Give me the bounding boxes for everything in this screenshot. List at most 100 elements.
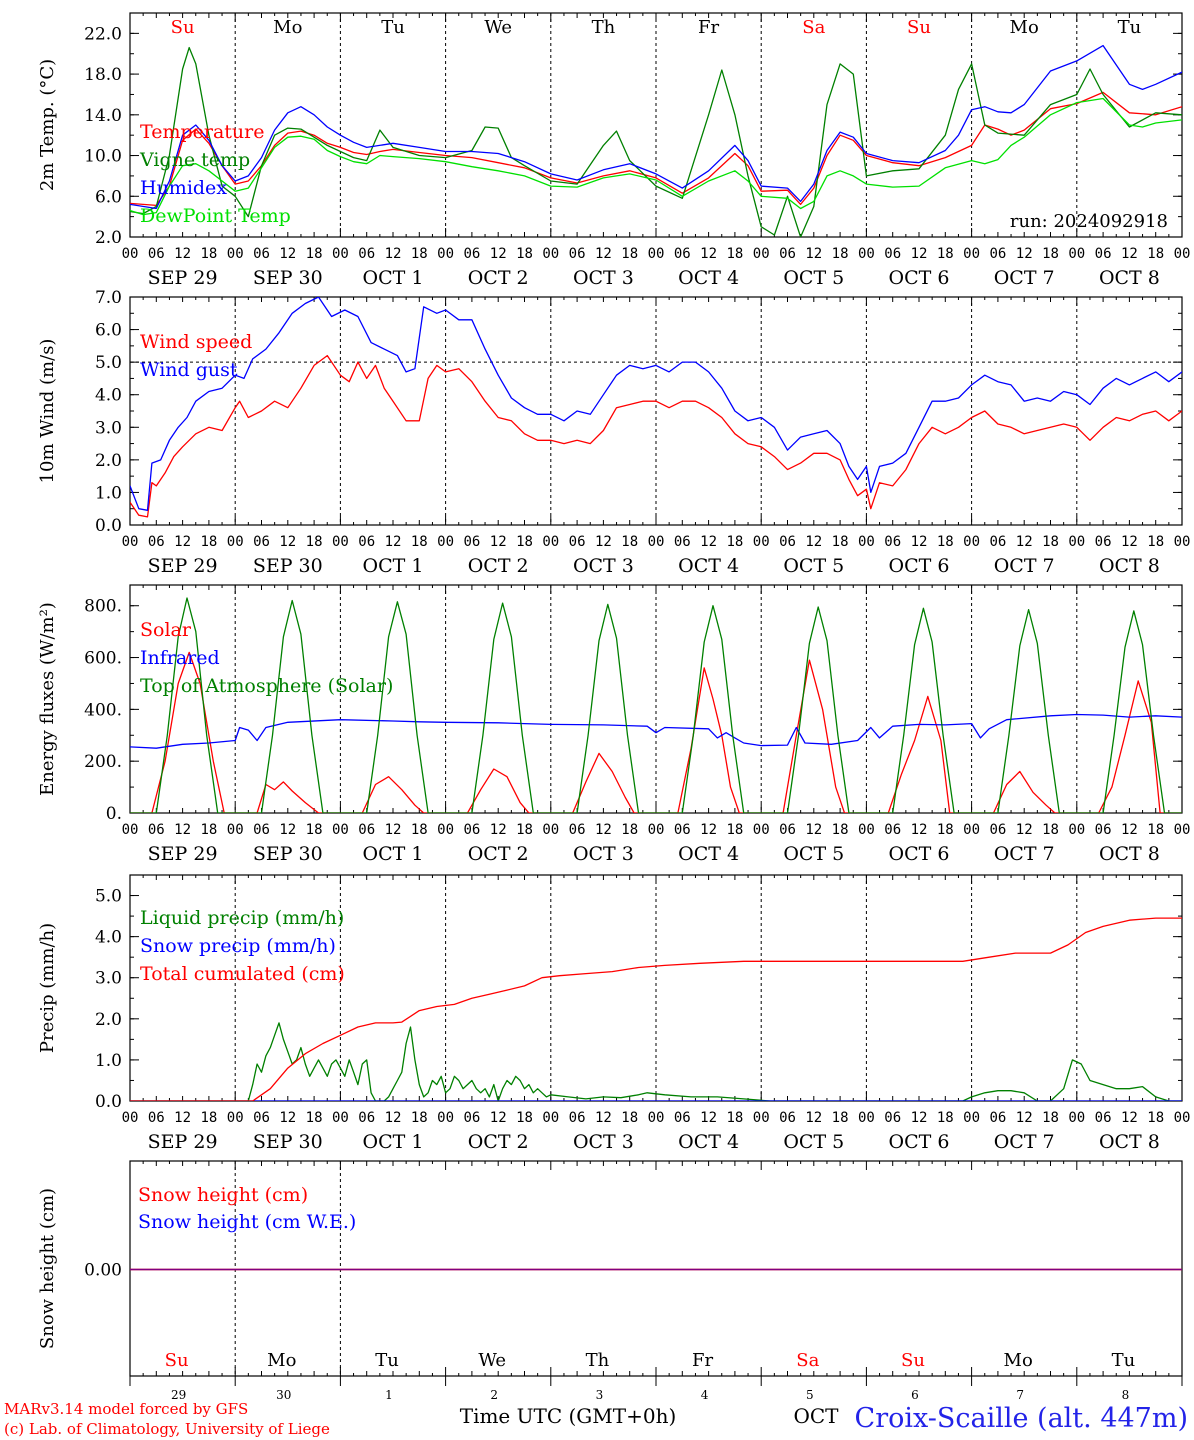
date-label: OCT 7 bbox=[994, 555, 1055, 577]
hour-label: 18 bbox=[411, 534, 428, 550]
hour-label: 06 bbox=[463, 822, 480, 838]
hour-label: 12 bbox=[490, 1110, 507, 1126]
hour-label: 18 bbox=[306, 246, 323, 262]
date-label: OCT 8 bbox=[1099, 843, 1160, 865]
date-label: OCT 1 bbox=[363, 1131, 424, 1153]
date-label: OCT 1 bbox=[363, 267, 424, 289]
y-tick-label: 14.0 bbox=[84, 106, 122, 126]
hour-label: 18 bbox=[306, 534, 323, 550]
hour-label: 18 bbox=[832, 534, 849, 550]
y-axis-label: Snow height (cm) bbox=[37, 1188, 58, 1349]
hour-label: 18 bbox=[200, 246, 217, 262]
y-tick-label: 6.0 bbox=[95, 321, 122, 341]
hour-label: 18 bbox=[1147, 822, 1164, 838]
hour-label: 12 bbox=[490, 822, 507, 838]
hour-label: 12 bbox=[911, 246, 928, 262]
hour-label: 12 bbox=[1121, 534, 1138, 550]
date-label: SEP 29 bbox=[148, 555, 218, 577]
date-label: OCT 6 bbox=[889, 1131, 950, 1153]
hour-label: 18 bbox=[516, 246, 533, 262]
date-label: SEP 30 bbox=[253, 555, 323, 577]
hour-label: 18 bbox=[937, 822, 954, 838]
day-abbr: Tu bbox=[1112, 1350, 1136, 1371]
hour-label: 00 bbox=[648, 822, 665, 838]
y-tick-label: 1.0 bbox=[95, 1051, 122, 1071]
hour-label: 18 bbox=[621, 246, 638, 262]
hour-label: 06 bbox=[569, 246, 586, 262]
hour-label: 00 bbox=[1174, 822, 1191, 838]
hour-label: 00 bbox=[542, 822, 559, 838]
day-number: 7 bbox=[1016, 1388, 1024, 1402]
date-label: OCT 4 bbox=[678, 267, 739, 289]
hour-label: 06 bbox=[674, 246, 691, 262]
hour-label: 18 bbox=[726, 1110, 743, 1126]
date-label: OCT 2 bbox=[468, 1131, 529, 1153]
hour-label: 18 bbox=[832, 246, 849, 262]
date-label: OCT 5 bbox=[783, 555, 844, 577]
hour-label: 18 bbox=[726, 534, 743, 550]
hour-label: 18 bbox=[1042, 246, 1059, 262]
y-tick-label: 0. bbox=[106, 804, 122, 824]
hour-label: 12 bbox=[490, 534, 507, 550]
date-label: SEP 29 bbox=[148, 1131, 218, 1153]
legend-entry: Snow precip (mm/h) bbox=[140, 935, 336, 957]
legend-entry: Solar bbox=[140, 619, 192, 641]
hour-label: 00 bbox=[332, 822, 349, 838]
hour-label: 18 bbox=[200, 822, 217, 838]
day-abbr: Mo bbox=[1004, 1350, 1033, 1371]
hour-label: 06 bbox=[463, 1110, 480, 1126]
oct-month-label: OCT bbox=[793, 1404, 839, 1428]
hour-label: 06 bbox=[358, 1110, 375, 1126]
series-line-liquid-precip-mm-h- bbox=[130, 1022, 1182, 1101]
y-tick-label: 1.0 bbox=[95, 483, 122, 503]
hour-label: 12 bbox=[595, 246, 612, 262]
hour-label: 18 bbox=[832, 1110, 849, 1126]
date-label: SEP 30 bbox=[253, 1131, 323, 1153]
hour-label: 06 bbox=[358, 534, 375, 550]
hour-label: 06 bbox=[1095, 1110, 1112, 1126]
y-tick-label: 0.0 bbox=[95, 516, 122, 536]
date-label: SEP 30 bbox=[253, 843, 323, 865]
date-label: OCT 3 bbox=[573, 1131, 634, 1153]
legend-entry: Snow height (cm W.E.) bbox=[138, 1211, 356, 1233]
date-label: OCT 6 bbox=[889, 267, 950, 289]
day-abbr: Tu bbox=[381, 17, 405, 38]
hour-label: 00 bbox=[122, 822, 139, 838]
x-axis-label: Time UTC (GMT+0h) bbox=[460, 1404, 677, 1428]
hour-label: 00 bbox=[963, 1110, 980, 1126]
lab-credit: (c) Lab. of Climatology, University of L… bbox=[4, 1420, 330, 1438]
hour-label: 00 bbox=[542, 246, 559, 262]
date-label: OCT 6 bbox=[889, 555, 950, 577]
series-line-solar bbox=[130, 651, 1182, 813]
hour-label: 00 bbox=[227, 1110, 244, 1126]
hour-label: 00 bbox=[753, 1110, 770, 1126]
legend-entry: Vigne temp bbox=[139, 149, 250, 171]
hour-label: 06 bbox=[1095, 822, 1112, 838]
hour-label: 12 bbox=[805, 822, 822, 838]
date-label: SEP 30 bbox=[253, 267, 323, 289]
hour-label: 18 bbox=[306, 1110, 323, 1126]
date-label: OCT 7 bbox=[994, 843, 1055, 865]
hour-label: 12 bbox=[1121, 822, 1138, 838]
hour-label: 18 bbox=[200, 534, 217, 550]
hour-label: 18 bbox=[621, 1110, 638, 1126]
day-abbr: Tu bbox=[375, 1350, 399, 1371]
y-tick-label: 5.0 bbox=[95, 353, 122, 373]
y-tick-label: 600. bbox=[84, 649, 122, 669]
hour-label: 00 bbox=[332, 1110, 349, 1126]
hour-label: 12 bbox=[595, 1110, 612, 1126]
hour-label: 12 bbox=[1016, 246, 1033, 262]
hour-label: 00 bbox=[1068, 246, 1085, 262]
hour-label: 18 bbox=[200, 1110, 217, 1126]
day-abbr: Mo bbox=[273, 17, 302, 38]
day-abbr: Sa bbox=[796, 1350, 819, 1371]
panel-1: 2.0 6.0 10.0 14.0 18.0 22.0 2m Temp. (°C) Tempe… bbox=[37, 12, 1190, 289]
hour-label: 06 bbox=[253, 1110, 270, 1126]
hour-label: 06 bbox=[253, 534, 270, 550]
plot-frame bbox=[129, 12, 1183, 238]
y-axis-label: Energy fluxes (W/m²) bbox=[37, 602, 58, 796]
hour-label: 06 bbox=[1095, 534, 1112, 550]
hour-label: 06 bbox=[884, 534, 901, 550]
day-number: 3 bbox=[596, 1388, 604, 1402]
hour-label: 06 bbox=[884, 822, 901, 838]
